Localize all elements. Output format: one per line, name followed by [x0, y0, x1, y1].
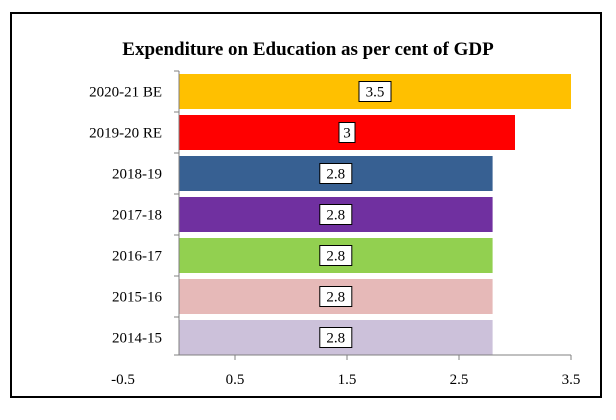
data-label: 2.8: [326, 290, 345, 306]
data-label: 2.8: [326, 208, 345, 224]
x-tick-label: -0.5: [111, 372, 135, 388]
x-tick-label: 2.5: [450, 372, 469, 388]
category-labels: 2020-21 BE 2019-20 RE 2018-19 2017-18 2016-1…: [89, 85, 162, 347]
category-label: 2017-18: [112, 208, 162, 224]
category-label: 2015-16: [112, 290, 162, 306]
data-label: 2.8: [326, 249, 345, 265]
chart-title: Expenditure on Education as per cent of …: [122, 39, 494, 60]
x-tick-label: 1.5: [338, 372, 357, 388]
data-label-box: [358, 81, 392, 102]
x-tick-label: 3.5: [562, 372, 581, 388]
data-label: 3: [343, 126, 351, 142]
bars-layer: [179, 74, 571, 355]
category-label: 2019-20 RE: [89, 126, 162, 142]
category-label: 2014-15: [112, 331, 162, 347]
data-label-box: [319, 245, 353, 266]
data-label-box: [319, 327, 353, 348]
category-label: 2016-17: [112, 249, 162, 265]
category-label: 2018-19: [112, 167, 162, 183]
data-label-box: [319, 204, 353, 225]
data-label: 2.8: [326, 331, 345, 347]
data-label-box: [319, 286, 353, 307]
data-label: 2.8: [326, 167, 345, 183]
data-labels: 3.5 3 2.8 2.8 2.8 2.8 2.8: [319, 81, 392, 348]
category-label: 2020-21 BE: [89, 85, 162, 101]
x-tick-label: 0.5: [226, 372, 245, 388]
data-label-box: [338, 122, 356, 143]
data-label: 3.5: [366, 85, 385, 101]
data-label-box: [319, 163, 353, 184]
x-axis-ticks: -0.5 0.5 1.5 2.5 3.5: [111, 70, 581, 388]
